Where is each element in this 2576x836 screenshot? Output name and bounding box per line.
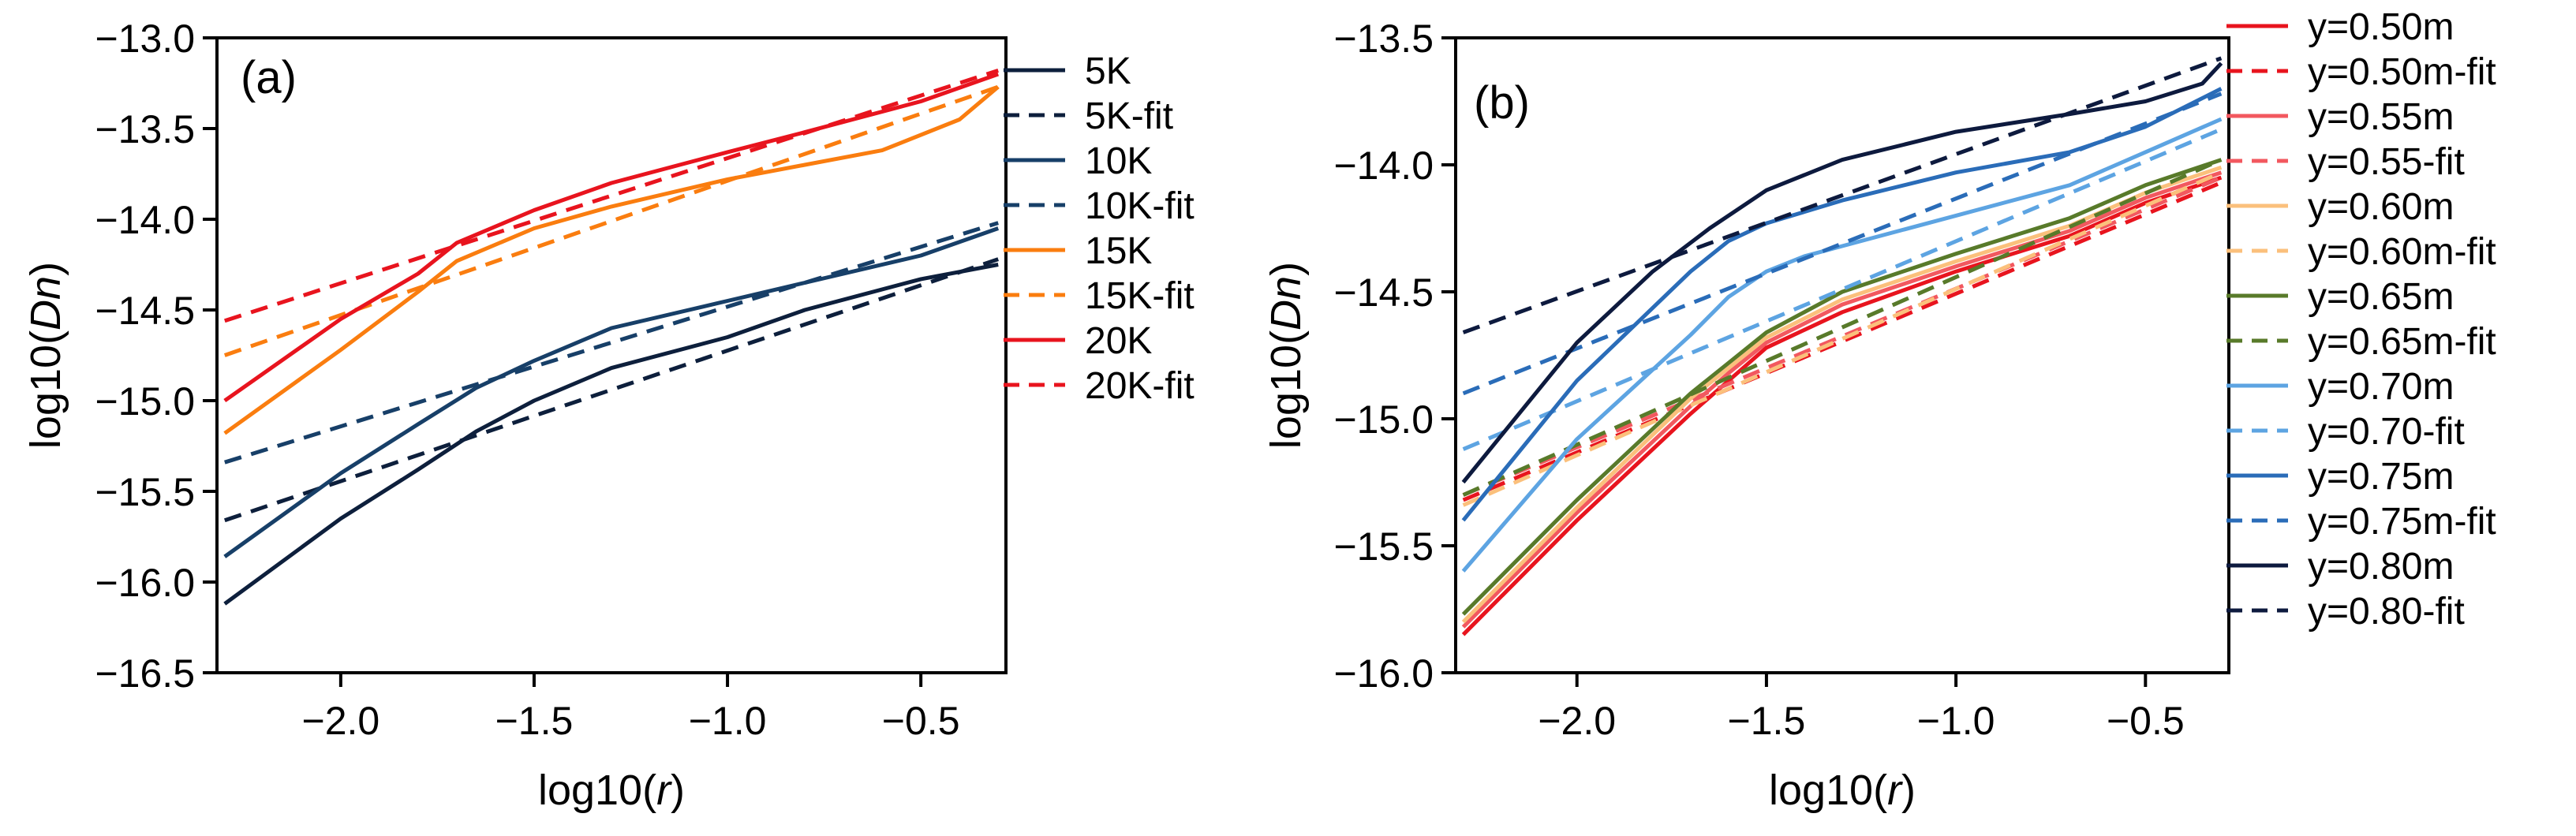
panel-a: −2.0 −1.5 −1.0 −0.5 −13.0 −13.5 −14.0 −14.5 −15.… bbox=[22, 17, 1195, 814]
series-line-15k bbox=[223, 85, 1000, 435]
plot-frame bbox=[1454, 36, 2230, 674]
y-axis-title-end: ) bbox=[1262, 262, 1310, 276]
legend-label: y=0.50m-fit bbox=[2308, 51, 2496, 93]
x-axis-title-end: ) bbox=[671, 767, 685, 814]
x-tick-label: −2.0 bbox=[1538, 699, 1616, 743]
legend-label: y=0.50m bbox=[2308, 6, 2454, 48]
y-axis-title-var: Dn bbox=[22, 276, 69, 330]
legend-label: y=0.60m bbox=[2308, 186, 2454, 228]
x-axis-title-var: r bbox=[1887, 767, 1903, 814]
series-line-y-0-55m bbox=[1461, 170, 2223, 629]
legend-label: 15K-fit bbox=[1085, 275, 1195, 317]
legend-label: 10K-fit bbox=[1085, 185, 1195, 227]
x-axis-title-var: r bbox=[656, 767, 672, 814]
legend-label: y=0.80m bbox=[2308, 546, 2454, 588]
x-axis-title: log10(r) bbox=[538, 767, 685, 814]
legend: y=0.50my=0.50m-fity=0.55my=0.55-fity=0.6… bbox=[2226, 6, 2496, 633]
x-tick-label: −2.0 bbox=[302, 699, 380, 743]
x-tick-label: −1.5 bbox=[495, 699, 574, 743]
y-tick-label: −16.0 bbox=[95, 561, 195, 605]
legend-label: y=0.65m-fit bbox=[2308, 321, 2496, 363]
series-line-y-0-65m bbox=[1461, 158, 2223, 616]
series-line-10k-fit bbox=[224, 221, 999, 465]
legend-label: 15K bbox=[1085, 230, 1152, 272]
legend-label: y=0.75m bbox=[2308, 456, 2454, 498]
legend-label: y=0.70-fit bbox=[2308, 411, 2465, 453]
y-tick-label: −14.0 bbox=[1333, 144, 1434, 188]
x-tick-label: −0.5 bbox=[2107, 699, 2185, 743]
series-line-5k bbox=[223, 263, 999, 606]
x-axis-title-main: log10( bbox=[1769, 767, 1887, 814]
y-tick-label: −16.5 bbox=[95, 651, 195, 696]
x-tick-label: −1.0 bbox=[1917, 699, 1995, 743]
y-tick-label: −14.0 bbox=[95, 198, 195, 242]
legend-label: 5K bbox=[1085, 50, 1131, 92]
legend-label: 5K-fit bbox=[1085, 95, 1173, 137]
legend-label: y=0.70m bbox=[2308, 366, 2454, 408]
legend-label: y=0.75m-fit bbox=[2308, 501, 2496, 543]
x-axis-title: log10(r) bbox=[1769, 767, 1916, 814]
y-axis-title-var: Dn bbox=[1262, 276, 1310, 330]
y-tick-label: −15.0 bbox=[95, 379, 195, 424]
series-line-20k-fit bbox=[224, 69, 999, 323]
x-axis-title-end: ) bbox=[1901, 767, 1916, 814]
x-tick-label: −0.5 bbox=[882, 699, 960, 743]
series-group bbox=[1461, 56, 2223, 636]
x-tick-label: −1.5 bbox=[1728, 699, 1806, 743]
panel-label: (b) bbox=[1474, 77, 1530, 129]
y-axis-title: log10(Dn) bbox=[1262, 262, 1310, 449]
series-line-y-0-80-fit bbox=[1462, 56, 2223, 334]
series-line-y-0-50m bbox=[1461, 175, 2223, 636]
y-tick-label: −16.0 bbox=[1333, 651, 1434, 696]
y-tick-label: −13.0 bbox=[95, 17, 195, 61]
y-axis-title: log10(Dn) bbox=[22, 262, 69, 449]
legend-label: 20K-fit bbox=[1085, 365, 1195, 407]
legend-label: 10K bbox=[1085, 140, 1152, 182]
series-line-y-0-75m-fit bbox=[1462, 91, 2223, 396]
x-tick-label: −1.0 bbox=[689, 699, 767, 743]
legend-label: y=0.55-fit bbox=[2308, 141, 2465, 183]
y-axis-title-end: ) bbox=[22, 262, 69, 276]
legend-label: y=0.60m-fit bbox=[2308, 231, 2496, 273]
legend-label: y=0.80-fit bbox=[2308, 591, 2465, 633]
series-line-y-0-80m bbox=[1461, 62, 2223, 484]
y-tick-label: −13.5 bbox=[1333, 17, 1434, 61]
y-tick-label: −14.5 bbox=[95, 289, 195, 333]
legend-label: y=0.55m bbox=[2308, 96, 2454, 138]
series-line-y-0-65m-fit bbox=[1462, 158, 2223, 497]
series-group bbox=[223, 69, 1000, 606]
legend-label: y=0.65m bbox=[2308, 276, 2454, 318]
series-line-20k bbox=[223, 72, 1000, 403]
x-axis-title-main: log10( bbox=[538, 767, 656, 814]
y-tick-label: −15.5 bbox=[1333, 524, 1434, 569]
panel-label: (a) bbox=[241, 52, 297, 103]
y-axis-title-main: log10( bbox=[1262, 330, 1310, 449]
legend-label: 20K bbox=[1085, 320, 1152, 362]
y-tick-label: −14.5 bbox=[1333, 271, 1434, 315]
y-axis-title-main: log10( bbox=[22, 330, 69, 449]
y-tick-label: −15.0 bbox=[1333, 397, 1434, 442]
y-tick-label: −15.5 bbox=[95, 470, 195, 514]
plot-frame bbox=[215, 36, 1008, 674]
panel-b: −2.0 −1.5 −1.0 −0.5 −13.5 −14.0 −14.5 −15.0 −15.… bbox=[1262, 6, 2496, 814]
series-line-10k bbox=[223, 226, 1000, 558]
y-tick-label: −13.5 bbox=[95, 107, 195, 151]
